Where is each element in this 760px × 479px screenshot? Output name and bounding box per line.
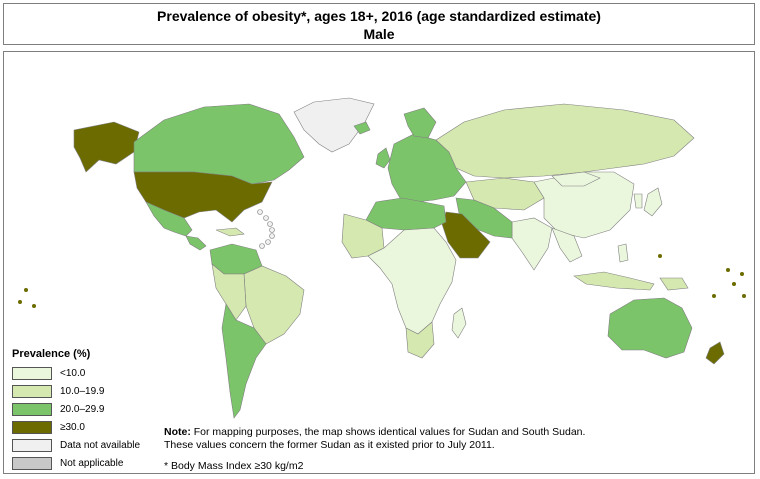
legend-item: 10.0–19.9 — [12, 382, 162, 400]
legend-swatch — [12, 438, 52, 452]
legend-item: <10.0 — [12, 364, 162, 382]
map-subtitle: Male — [363, 26, 395, 42]
region-alaska — [73, 121, 140, 173]
legend-item: ≥30.0 — [12, 418, 162, 436]
region-new-zealand — [705, 341, 725, 365]
note-line-2: These values concern the former Sudan as… — [164, 438, 495, 451]
legend-swatch — [12, 366, 52, 380]
caribbean-callouts — [257, 209, 275, 249]
legend-swatch — [12, 456, 52, 470]
legend-swatch — [12, 384, 52, 398]
region-russia — [435, 103, 695, 179]
pacific-islands — [18, 254, 746, 308]
region-caribbean — [215, 227, 245, 237]
region-australia — [607, 297, 693, 359]
region-indonesia — [573, 271, 655, 291]
region-sub-saharan-africa — [367, 227, 457, 335]
region-uk — [375, 147, 391, 169]
region-southeast-asia — [551, 227, 583, 263]
region-india — [511, 217, 553, 271]
legend-title: Prevalence (%) — [12, 348, 91, 360]
region-korea — [633, 193, 643, 209]
region-china — [533, 171, 635, 239]
world-map — [18, 97, 746, 419]
legend-item: Not applicable — [12, 454, 162, 472]
legend-item: 20.0–29.9 — [12, 400, 162, 418]
legend-label: <10.0 — [60, 367, 86, 379]
legend-item: Data not available — [12, 436, 162, 454]
legend-label: Data not available — [60, 439, 141, 451]
region-png — [659, 277, 689, 291]
legend-label: ≥30.0 — [60, 421, 85, 433]
legend-label: 20.0–29.9 — [60, 403, 105, 415]
region-scandinavia — [403, 107, 437, 139]
legend: Prevalence (%) <10.0 10.0–19.9 20.0–29.9… — [12, 348, 162, 472]
region-japan — [643, 187, 663, 217]
legend-swatch — [12, 420, 52, 434]
region-southern-africa — [405, 321, 435, 359]
region-greenland — [293, 97, 375, 153]
region-peru-bolivia — [211, 263, 247, 321]
map-title: Prevalence of obesity*, ages 18+, 2016 (… — [157, 8, 601, 24]
legend-label: Not applicable — [60, 457, 124, 469]
region-argentina-chile — [221, 303, 267, 419]
note-label: Note: — [164, 426, 191, 438]
region-mongolia — [551, 171, 601, 187]
region-central-america — [185, 235, 207, 251]
region-philippines — [617, 243, 629, 263]
region-brazil — [243, 265, 305, 345]
legend-swatch — [12, 402, 52, 416]
map-note: Note: For mapping purposes, the map show… — [164, 426, 644, 451]
footnote: * Body Mass Index ≥30 kg/m2 — [164, 460, 304, 472]
region-madagascar — [451, 307, 467, 339]
region-arabia — [441, 211, 491, 259]
note-text: For mapping purposes, the map shows iden… — [190, 426, 586, 438]
note-line-1: Note: For mapping purposes, the map show… — [164, 426, 644, 439]
region-iceland — [353, 121, 371, 135]
map-panel: Prevalence (%) <10.0 10.0–19.9 20.0–29.9… — [3, 51, 755, 474]
legend-label: 10.0–19.9 — [60, 385, 105, 397]
region-north-africa — [365, 197, 447, 231]
map-title-box: Prevalence of obesity*, ages 18+, 2016 (… — [3, 3, 755, 45]
